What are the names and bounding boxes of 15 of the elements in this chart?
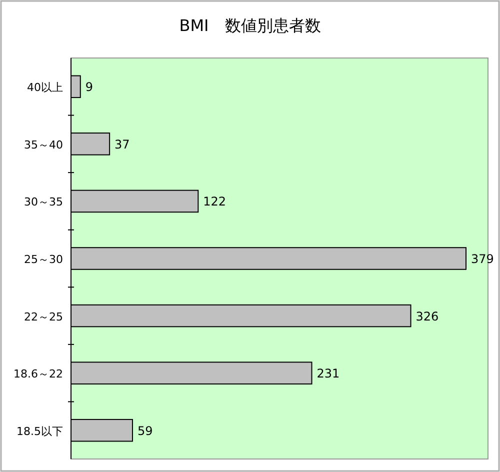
data-label: 37 xyxy=(114,137,130,152)
y-tick-label: 18.6～22 xyxy=(14,368,63,381)
y-tick-label: 35～40 xyxy=(24,138,63,152)
data-label: 326 xyxy=(416,309,439,324)
y-tick-label: 18.5以下 xyxy=(16,424,63,438)
chart-title: BMI 数値別患者数 xyxy=(179,16,321,35)
data-label: 231 xyxy=(316,366,340,381)
y-tick-label: 22～25 xyxy=(24,310,63,324)
y-tick-label: 40以上 xyxy=(27,81,63,94)
data-label: 122 xyxy=(203,194,226,209)
y-tick-label: 30～35 xyxy=(24,196,63,209)
data-label: 379 xyxy=(471,252,494,266)
data-label: 59 xyxy=(137,424,153,438)
y-tick-label: 25～30 xyxy=(24,253,63,266)
data-label: 9 xyxy=(85,80,94,94)
